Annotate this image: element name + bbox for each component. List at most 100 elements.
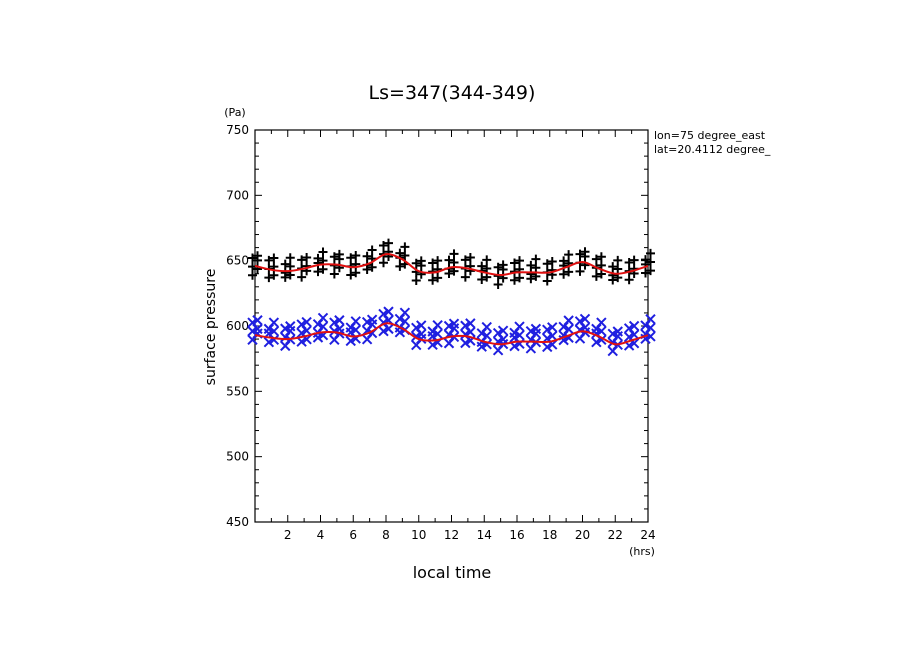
plus-marker: [596, 252, 606, 262]
plus-marker: [444, 255, 454, 265]
plus-marker: [297, 272, 307, 282]
plus-marker: [493, 262, 503, 272]
annotation-lon: lon=75 degree_east: [654, 129, 766, 142]
chart-title: Ls=347(344-349): [369, 82, 536, 104]
x-tick-label: 16: [509, 528, 524, 542]
x-tick-label: 10: [411, 528, 426, 542]
x-tick-label: 4: [317, 528, 325, 542]
plus-marker: [646, 248, 655, 258]
y-tick-label: 450: [226, 515, 249, 529]
plus-marker: [526, 269, 536, 279]
plus-marker: [580, 247, 590, 257]
plus-marker: [629, 255, 639, 265]
plus-marker: [269, 253, 279, 263]
x-marker: [334, 315, 345, 326]
x-tick-label: 2: [284, 528, 292, 542]
x-tick-label: 14: [477, 528, 492, 542]
plus-marker: [559, 256, 569, 266]
y-tick-label: 600: [226, 319, 249, 333]
plus-marker: [515, 256, 524, 266]
plus-marker: [280, 268, 290, 278]
plus-marker: [493, 279, 503, 289]
x-tick-label: 6: [349, 528, 357, 542]
x-marker: [416, 320, 427, 331]
plus-marker: [253, 251, 262, 261]
x-tick-label: 12: [444, 528, 459, 542]
x-marker: [317, 312, 329, 324]
lower-fit-line: [254, 322, 649, 346]
x-marker: [612, 326, 623, 337]
plus-marker: [608, 262, 618, 272]
plus-marker: [531, 263, 541, 273]
annotation-lat: lat=20.4112 degree_: [654, 143, 771, 156]
plus-marker: [280, 259, 290, 269]
plus-marker: [641, 255, 650, 265]
x-marker: [596, 317, 607, 328]
plus-marker: [334, 249, 344, 259]
plus-marker: [596, 260, 606, 270]
x-tick-label: 20: [575, 528, 590, 542]
plus-marker: [449, 266, 459, 276]
plus-marker: [313, 253, 323, 263]
x-marker: [465, 318, 476, 329]
x-marker: [399, 307, 411, 318]
plus-marker: [515, 273, 524, 283]
plus-marker: [285, 270, 295, 280]
x-marker: [497, 325, 509, 336]
plus-marker: [264, 255, 274, 265]
plus-marker: [400, 242, 410, 252]
y-axis-label: surface pressure: [203, 269, 219, 386]
plus-marker: [379, 241, 388, 251]
plus-marker: [498, 260, 508, 270]
plus-marker: [400, 250, 410, 260]
x-tick-label: 24: [640, 528, 655, 542]
plus-marker: [482, 272, 492, 282]
x-marker: [366, 314, 378, 325]
plus-marker: [591, 271, 601, 281]
plus-marker: [646, 257, 655, 267]
y-tick-label: 500: [226, 450, 249, 464]
x-marker: [350, 316, 361, 327]
x-marker: [285, 321, 296, 332]
x-tick-label: 18: [542, 528, 557, 542]
plus-marker: [346, 270, 356, 280]
plus-marker: [482, 264, 492, 274]
x-marker: [252, 315, 263, 326]
plus-marker: [477, 261, 487, 271]
plus-marker: [449, 257, 459, 267]
plus-marker: [346, 253, 356, 263]
plus-marker: [547, 256, 557, 266]
plus-marker: [285, 261, 295, 271]
x-marker: [448, 318, 460, 329]
y-tick-label: 750: [226, 123, 249, 137]
x-marker: [268, 317, 280, 328]
plus-marker: [433, 273, 443, 283]
plus-marker: [575, 249, 585, 259]
plus-marker: [329, 252, 339, 262]
plus-marker: [351, 250, 361, 260]
x-marker: [432, 320, 443, 331]
x-axis-label: local time: [413, 563, 492, 582]
x-tick-label: 8: [382, 528, 390, 542]
plus-marker: [433, 256, 443, 266]
x-marker: [579, 313, 591, 325]
plus-marker: [575, 266, 585, 276]
x-unit-label: (hrs): [629, 545, 655, 558]
plus-marker: [613, 264, 623, 274]
y-tick-label: 700: [226, 188, 249, 202]
plus-marker: [384, 238, 393, 248]
plus-marker: [465, 253, 475, 263]
plus-marker: [302, 253, 312, 263]
plus-marker: [449, 249, 459, 259]
x-marker: [383, 306, 394, 317]
plus-marker: [482, 255, 492, 265]
x-marker: [628, 320, 640, 332]
y-tick-label: 550: [226, 384, 249, 398]
plus-marker: [559, 269, 569, 279]
plus-marker: [613, 255, 623, 265]
x-tick-label: 22: [608, 528, 623, 542]
plus-marker: [460, 272, 470, 282]
plus-marker: [542, 276, 552, 286]
plus-marker: [531, 254, 541, 264]
